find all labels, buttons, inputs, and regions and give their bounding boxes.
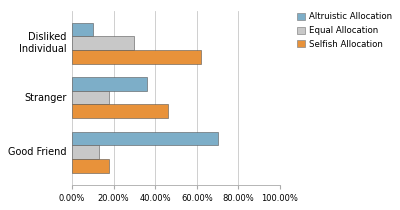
Legend: Altruistic Allocation, Equal Allocation, Selfish Allocation: Altruistic Allocation, Equal Allocation,… (295, 11, 394, 51)
Bar (72, 132, 218, 145)
Bar (72, 91, 110, 104)
Bar (72, 159, 110, 173)
Bar (72, 77, 147, 91)
Bar (72, 36, 134, 50)
Bar (72, 23, 93, 36)
Bar (72, 104, 168, 118)
Bar (72, 50, 201, 64)
Bar (72, 145, 99, 159)
